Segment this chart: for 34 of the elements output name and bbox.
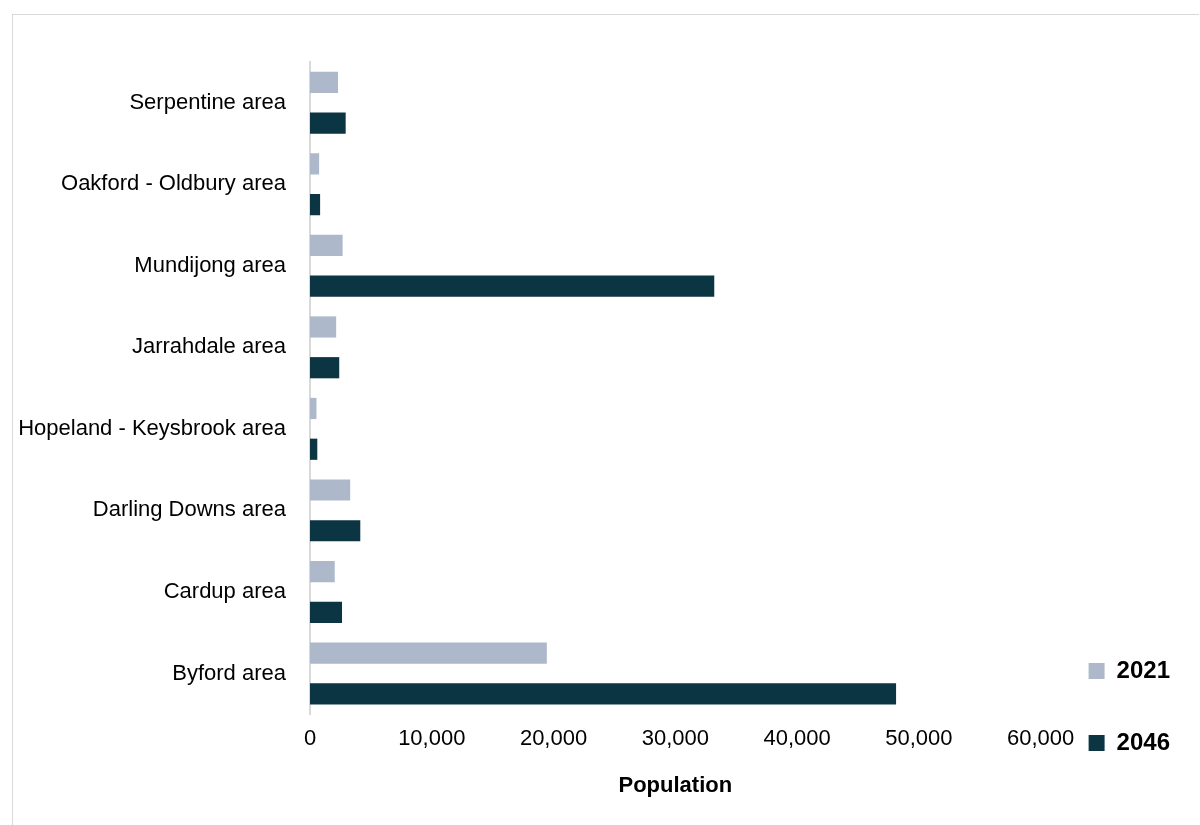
x-axis-title: Population (618, 771, 733, 797)
bar (310, 234, 343, 257)
y-tick-label: Cardup area (163, 577, 287, 603)
bar (310, 642, 547, 664)
x-tick-label: 50,000 (885, 725, 953, 751)
bar (310, 397, 317, 420)
legend-label: 2046 (1116, 727, 1170, 755)
bar (310, 153, 320, 175)
bar (310, 316, 337, 338)
x-tick-label: 40,000 (763, 725, 831, 751)
x-tick-label: 0 (303, 725, 317, 751)
y-tick-label: Mundijong area (134, 251, 287, 277)
y-tick-label: Serpentine area (129, 88, 287, 114)
bar (310, 601, 343, 623)
y-tick-label: Jarrahdale area (131, 333, 287, 359)
bar (310, 438, 318, 460)
bar (310, 357, 340, 379)
bar (310, 520, 361, 542)
bar (310, 194, 321, 216)
x-tick-label: 20,000 (519, 725, 588, 751)
x-tick-label: 60,000 (1006, 725, 1075, 751)
bar (310, 112, 346, 134)
bar (310, 71, 339, 93)
bar (310, 479, 351, 501)
bar (310, 560, 335, 583)
y-tick-label: Byford area (172, 659, 287, 685)
y-tick-label: Darling Downs area (92, 496, 287, 522)
bar (310, 683, 897, 705)
y-tick-label: Hopeland - Keysbrook area (18, 414, 287, 440)
x-tick-label: 10,000 (398, 725, 466, 751)
x-tick-label: 30,000 (641, 725, 709, 751)
y-tick-label: Oakford - Oldbury area (61, 170, 287, 196)
bar (310, 275, 715, 297)
legend-label: 2021 (1116, 655, 1170, 683)
